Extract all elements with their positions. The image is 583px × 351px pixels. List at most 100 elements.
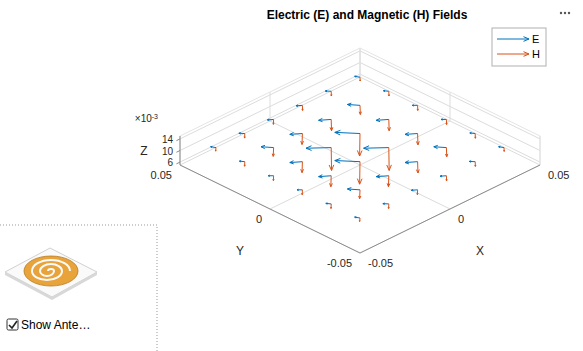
field-arrow: [215, 148, 217, 152]
box-edge: [180, 48, 360, 136]
legend-swatch: [497, 37, 529, 42]
grid-line: [360, 63, 540, 151]
field-arrow: [326, 203, 331, 204]
field-arrow: [347, 103, 360, 106]
field-arrow: [335, 130, 360, 135]
legend: EH: [492, 28, 546, 66]
field-arrow: [405, 161, 418, 164]
field-arrow: [445, 148, 447, 157]
z-tick: [176, 151, 180, 153]
field-arrow: [211, 146, 216, 147]
toolbar-dot: [564, 12, 566, 14]
field-arrow: [244, 162, 245, 167]
x-axis-line: [360, 165, 540, 253]
antenna-panel: Show Ante…: [0, 225, 157, 351]
grid-line: [360, 48, 361, 77]
field-arrow: [330, 176, 333, 187]
field-arrow: [296, 105, 302, 107]
field-arrow: [261, 145, 274, 148]
x-tick-label: 0.05: [548, 169, 569, 181]
field-arrow: [330, 119, 333, 130]
checkbox-label: Show Ante…: [21, 318, 90, 332]
field-arrow: [440, 175, 446, 177]
field-arrow: [434, 145, 447, 148]
field-arrow: [357, 134, 362, 157]
grid-line: [180, 51, 360, 139]
field-arrow: [319, 175, 332, 178]
axes-frame: [176, 48, 540, 253]
y-tick-label: 0.05: [151, 169, 172, 181]
field-arrow: [359, 218, 361, 222]
z-tick-label: 14: [162, 134, 174, 145]
field-arrow: [331, 91, 332, 96]
panel-border: [0, 225, 157, 351]
grid-line: [180, 63, 360, 151]
field-arrow: [387, 148, 392, 171]
field-arrow: [290, 161, 303, 164]
field-arrow: [441, 119, 446, 120]
field-arrow: [364, 146, 389, 151]
field-arrow: [383, 203, 389, 205]
grid-line: [270, 121, 450, 209]
field-arrow: [357, 162, 362, 185]
toolbar-dot: [568, 12, 570, 14]
legend-box: [492, 28, 546, 66]
z-exponent-power: -3: [152, 113, 158, 120]
field-arrow: [301, 162, 304, 173]
field-arrow: [272, 148, 274, 157]
field-arrow: [405, 133, 418, 136]
series-h: [215, 77, 504, 221]
field-arrow: [359, 105, 361, 114]
z-tick-label: 6: [167, 157, 173, 168]
field-arrow: [388, 119, 391, 130]
field-arrow: [359, 190, 361, 199]
z-axis-label: Z: [140, 144, 147, 158]
field-arrow: [469, 161, 475, 163]
checkbox-check: [9, 321, 17, 328]
toolbar-icon: [560, 12, 570, 14]
checkbox-box[interactable]: [7, 319, 18, 330]
z-tick-label: 10: [162, 146, 174, 157]
chart-title: Electric (E) and Magnetic (H) Fields: [267, 8, 468, 22]
field-arrow: [330, 204, 331, 209]
box-edge: [360, 48, 361, 77]
series-e: [211, 76, 504, 218]
field-arrow: [239, 161, 244, 162]
z-tick: [176, 162, 180, 164]
field-arrow: [470, 132, 475, 133]
field-arrow: [268, 175, 273, 176]
antenna-plate: [5, 248, 97, 297]
field-arrow: [446, 176, 447, 181]
field-arrow: [446, 119, 447, 124]
field-arrow: [359, 77, 361, 81]
field-arrow: [306, 146, 331, 151]
field-arrow: [416, 162, 419, 173]
field-arrow: [388, 204, 389, 209]
x-axis-label: X: [476, 244, 484, 258]
field-arrow: [503, 148, 505, 152]
field-arrow: [319, 118, 332, 121]
field-arrow: [244, 134, 245, 139]
x-tick-label: -0.05: [368, 257, 393, 269]
field-arrow: [417, 105, 418, 110]
field-arrow: [417, 190, 418, 195]
arrows: [211, 76, 505, 222]
grid-line: [360, 74, 540, 162]
field-arrow: [301, 134, 304, 145]
grid-line: [360, 48, 361, 77]
show-antenna-checkbox[interactable]: Show Ante…: [7, 318, 90, 332]
field-arrow: [273, 119, 274, 124]
grid-line: [270, 121, 450, 209]
z-exponent: ×10-3: [135, 113, 158, 125]
y-tick-label: 0: [256, 213, 262, 225]
field-arrow: [355, 76, 360, 77]
field-arrow: [290, 133, 303, 136]
grid-line: [540, 136, 541, 165]
field-arrow: [325, 90, 331, 92]
figure: Electric (E) and Magnetic (H) Fields -0.0…: [0, 0, 583, 351]
field-arrow: [411, 189, 417, 191]
y-axis-line: [180, 165, 360, 253]
y-tick-label: -0.05: [327, 257, 352, 269]
field-arrow: [376, 118, 389, 121]
field-arrow: [267, 119, 273, 121]
